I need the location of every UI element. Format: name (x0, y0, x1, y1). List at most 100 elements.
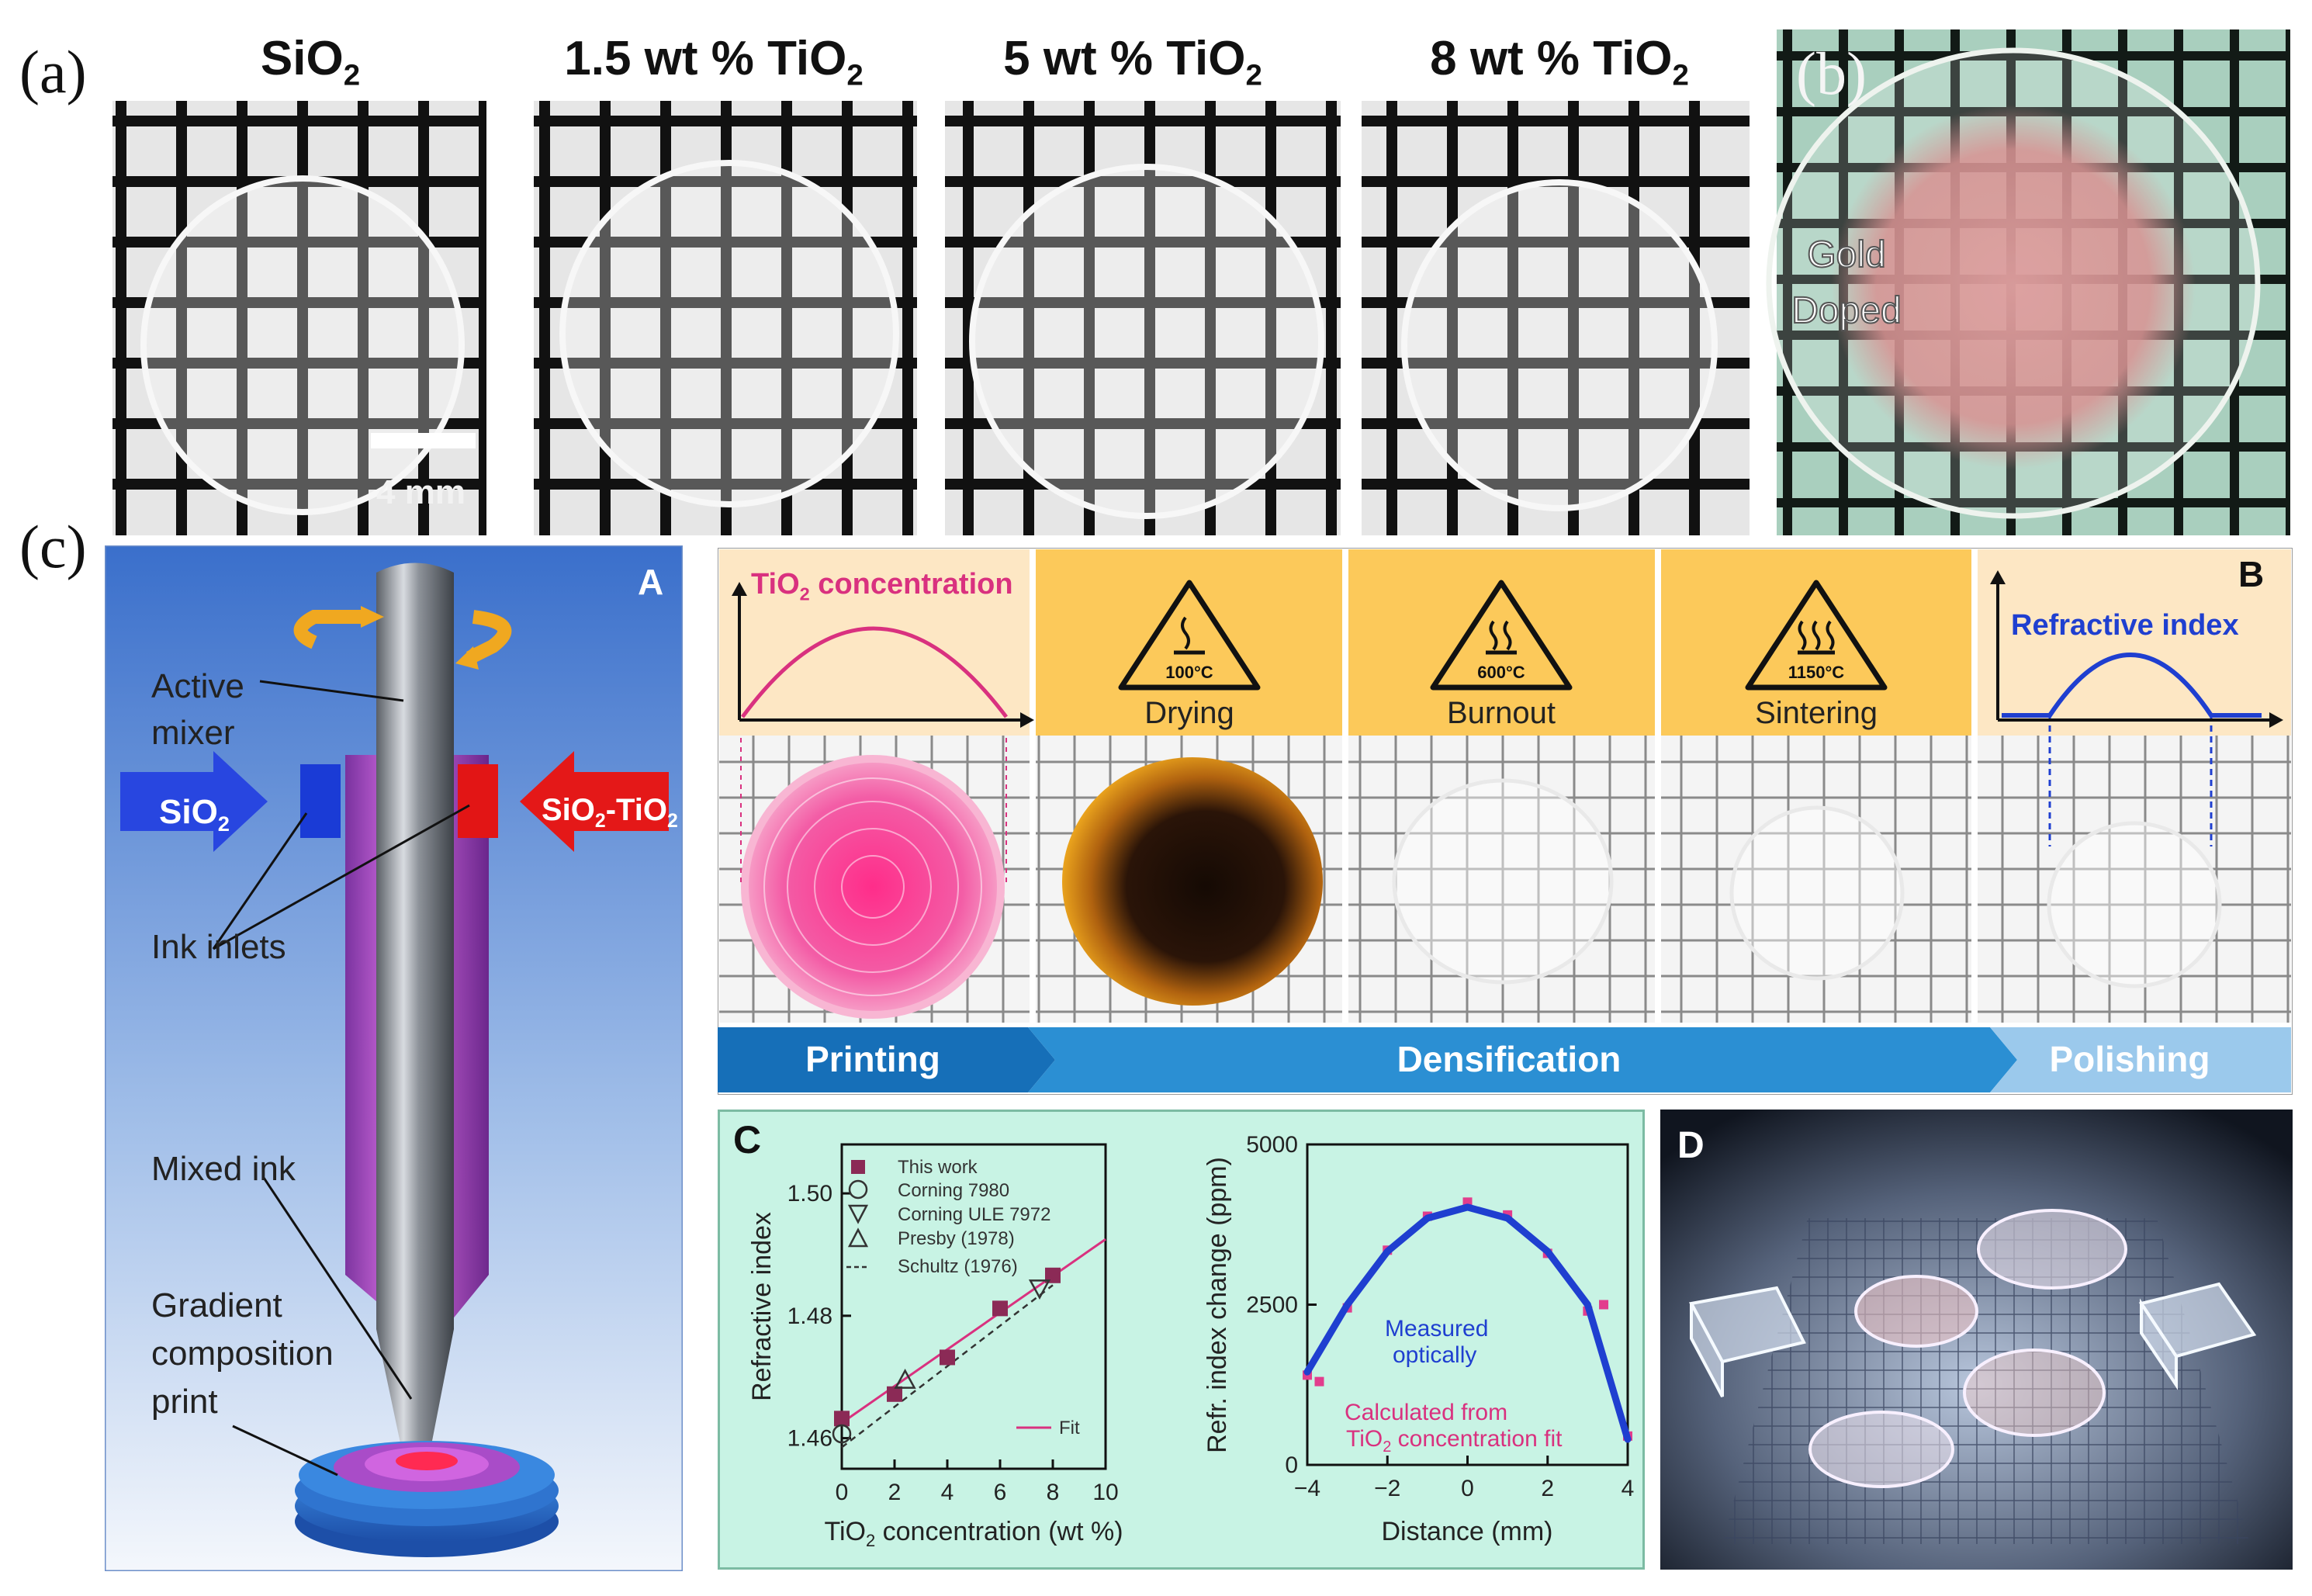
legend-marker-corning-ule (847, 1204, 869, 1224)
stage-label-printing: Printing (805, 1039, 940, 1079)
rotation-arrow-right (466, 610, 512, 665)
chart2-point-measured (1424, 1214, 1431, 1221)
chart1-xtick-label: 8 (1047, 1480, 1060, 1505)
chart1-xtick-label: 0 (836, 1480, 849, 1505)
rotation-arrowhead-right (455, 646, 479, 670)
legend-fit: Fit (1059, 1418, 1080, 1438)
panel-label-a: (a) (19, 38, 87, 106)
chart1-point-this-work (887, 1386, 902, 1402)
subpanel-letter-b: B (2238, 554, 2264, 594)
subpanel-c-background (718, 1110, 1645, 1570)
chart-index-change: −4 −2 0 2 4 0 2500 5000 Measured optically Calc… (1203, 1132, 1634, 1546)
label-mixer: mixer (151, 714, 235, 752)
heat-wave-icon-3a (1798, 620, 1807, 651)
chart2-ytick-label: 5000 (1246, 1132, 1298, 1158)
chart2-xtick-label: 2 (1541, 1476, 1554, 1501)
subpanel-a-schematic (105, 545, 683, 1571)
chart1-xtick-label: 4 (941, 1480, 954, 1505)
arrow-sio2-tio2[interactable] (520, 751, 669, 852)
panel-a-photos (112, 29, 2290, 535)
chart2-point-measured (1584, 1301, 1591, 1308)
callout-mixed-ink (262, 1177, 413, 1400)
step-burnout: Burnout (1447, 696, 1556, 730)
chart1-xtick-label: 10 (1092, 1480, 1118, 1505)
header-refractive-index (1978, 549, 2291, 736)
legend-marker-this-work (851, 1160, 865, 1174)
label-composition: composition (151, 1335, 334, 1373)
subpanel-b-process: 100°C 600°C 1150°C Drying Burnout Sinter… (718, 548, 2293, 1095)
chart1-schultz-line (841, 1284, 1054, 1449)
sample-polishing (2047, 821, 2222, 988)
refractive-index-curve (2002, 653, 2262, 718)
sample-title-5wt: 5 wt % TiO2 (1003, 32, 1262, 92)
chart1-ytick-label: 1.46 (787, 1426, 832, 1452)
chart1-point-corning-ule (1028, 1279, 1051, 1300)
temp-burnout: 600°C (1477, 663, 1525, 682)
heat-wave-icon-3b (1812, 620, 1821, 651)
callout-inlet-right (213, 804, 470, 950)
callout-gradient-print (232, 1425, 338, 1477)
arrow-sio2[interactable] (120, 751, 268, 852)
stage-printing[interactable] (718, 1027, 1055, 1092)
stage-label-densification: Densification (1397, 1039, 1622, 1079)
rotation-arrow-left (293, 610, 361, 649)
legend-corning-ule: Corning ULE 7972 (898, 1204, 1050, 1225)
label-calculated-from: Calculated from (1345, 1400, 1507, 1425)
legend-marker-presby (847, 1227, 869, 1248)
photo-sio2 (112, 101, 486, 535)
disc-8wt (1401, 179, 1718, 511)
legend-schultz: Schultz (1976) (898, 1256, 1018, 1277)
stage-label-polishing: Polishing (2050, 1039, 2210, 1079)
chart1-point-presby (894, 1369, 916, 1389)
legend-this-work: This work (898, 1157, 978, 1178)
label-tio2-fit: TiO2 concentration fit (1346, 1426, 1563, 1456)
gold-doped-spot (1831, 105, 2196, 469)
scale-bar (371, 433, 476, 448)
ink-inlet-sio2-tio2 (458, 764, 498, 838)
chart2-point-calculated (1314, 1376, 1324, 1387)
chart2-ytick-label: 2500 (1246, 1293, 1298, 1318)
callout-inlet-left (212, 812, 308, 950)
photo-sintering (1661, 736, 1971, 1023)
chart2-xtick-label: 0 (1461, 1476, 1474, 1501)
stage-densification[interactable] (1028, 1027, 2017, 1092)
sample-drying (1062, 757, 1323, 1006)
photo-burnout (1348, 736, 1655, 1023)
chart1-ylabel: Refractive index (747, 1212, 777, 1401)
temp-sintering: 1150°C (1788, 663, 1845, 682)
label-sio2-arrow: SiO2 (159, 793, 230, 836)
ink-inlet-sio2 (300, 764, 341, 838)
chart2-point-measured (1344, 1301, 1351, 1308)
hazard-icon-burnout (1430, 580, 1573, 691)
label-active: Active (151, 667, 244, 705)
chart1-point-this-work (992, 1300, 1008, 1317)
label-measured: Measured (1385, 1316, 1488, 1342)
gold-doped-label: Gold Doped (1769, 227, 1924, 339)
glass-block-left-side (1690, 1303, 1724, 1397)
disc-1-5wt (559, 160, 899, 507)
disc-gold-doped (1766, 47, 2261, 519)
chart2-point-measured (1384, 1248, 1391, 1255)
chart2-point-measured (1504, 1214, 1511, 1221)
ri-graph-x-arrow (2269, 712, 2283, 728)
chart-refractive-index: 0 2 4 6 8 10 1.46 1.48 1.50 This work Corning 79… (747, 1143, 1123, 1550)
sample-title-8wt: 8 wt % TiO2 (1430, 32, 1689, 92)
chart2-point-measured (1304, 1369, 1310, 1376)
step-sintering: Sintering (1755, 696, 1878, 730)
print-spiral-center (396, 1452, 458, 1470)
chart2-point-measured (1625, 1435, 1631, 1442)
label-active-mixer: Active mixer (151, 663, 244, 756)
disc-sio2 (140, 175, 465, 515)
chart1-point-this-work (940, 1349, 955, 1366)
subpanel-letter-d: D (1677, 1125, 1705, 1166)
heat-wave-icon-2b (1503, 620, 1512, 651)
legend-corning-7980: Corning 7980 (898, 1180, 1009, 1201)
photo-polishing (1978, 736, 2291, 1023)
photo-1-5wt (534, 101, 917, 535)
stage-polishing[interactable] (1990, 1027, 2291, 1092)
label-gradient-print: Gradient composition print (151, 1282, 334, 1426)
sample-burnout (1392, 778, 1614, 985)
chart2-point-calculated (1599, 1300, 1609, 1310)
glass-disc-right (1963, 1348, 2106, 1437)
chart2-xlabel: Distance (mm) (1381, 1517, 1552, 1546)
